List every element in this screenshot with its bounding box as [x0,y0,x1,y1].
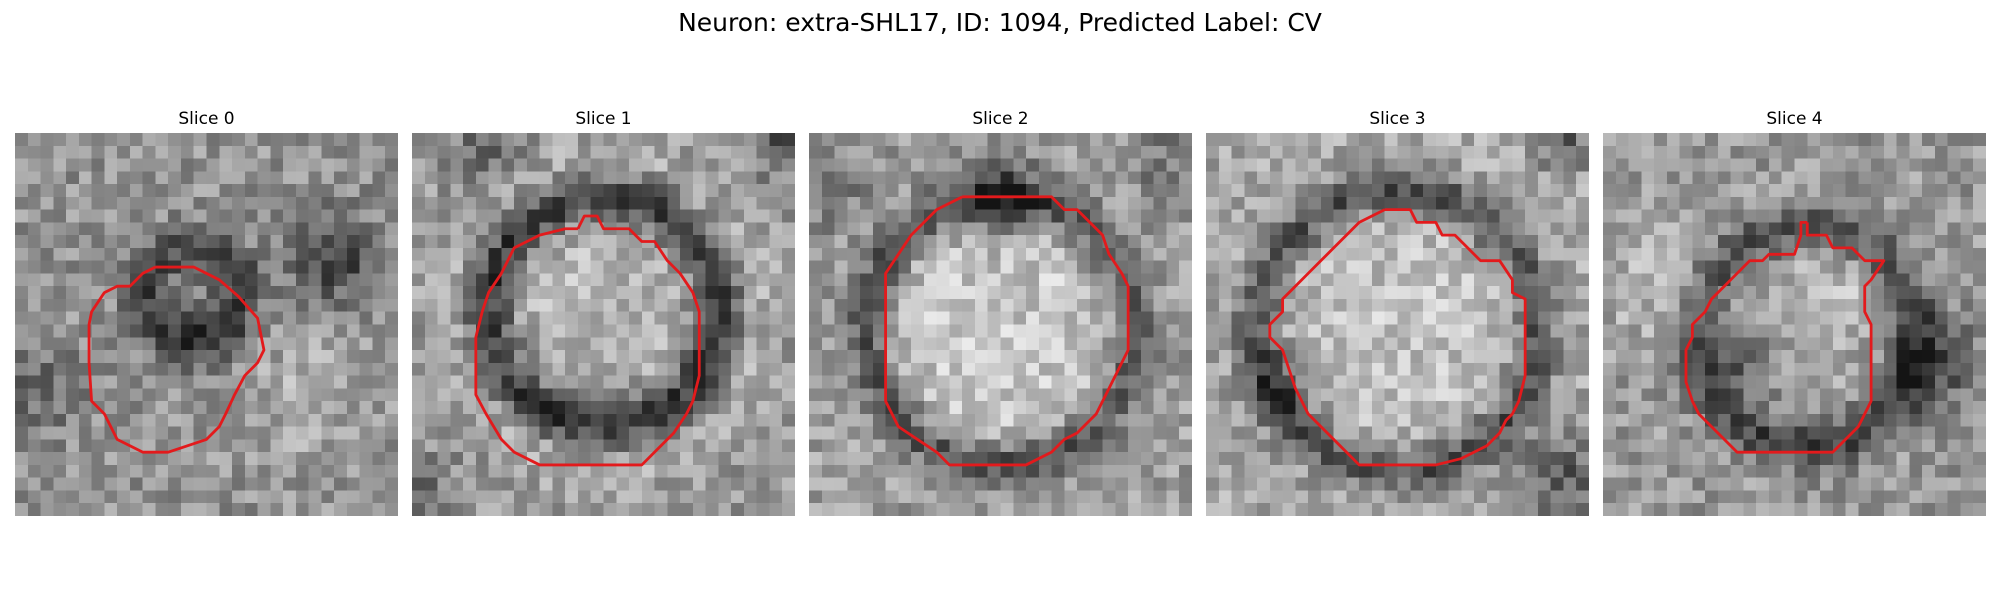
slice-title: Slice 2 [972,109,1029,129]
slice-title: Slice 3 [1369,109,1426,129]
slice-image [412,133,795,516]
slice-image [15,133,398,516]
segmentation-contour [1268,208,1527,467]
slice-title: Slice 1 [575,109,632,129]
slice-title: Slice 0 [178,109,235,129]
pixel-grid [809,133,1192,516]
pixel-grid [1603,133,1986,516]
figure-title: Neuron: extra-SHL17, ID: 1094, Predicted… [678,8,1322,37]
slice-panel-4: Slice 4 [1603,108,1986,516]
slice-panel-1: Slice 1 [412,108,795,516]
pixel-grid [1206,133,1589,516]
slice-panel-0: Slice 0 [15,108,398,516]
slice-panel-3: Slice 3 [1206,108,1589,516]
segmentation-contour [1684,220,1886,454]
slice-image [1206,133,1589,516]
slice-image [1603,133,1986,516]
segmentation-contour [87,265,266,454]
segmentation-contour [474,214,701,467]
segmentation-contour [884,195,1130,467]
slice-title: Slice 4 [1766,109,1823,129]
pixel-grid [15,133,398,516]
slice-image [809,133,1192,516]
slice-panel-2: Slice 2 [809,108,1192,516]
pixel-grid [412,133,795,516]
